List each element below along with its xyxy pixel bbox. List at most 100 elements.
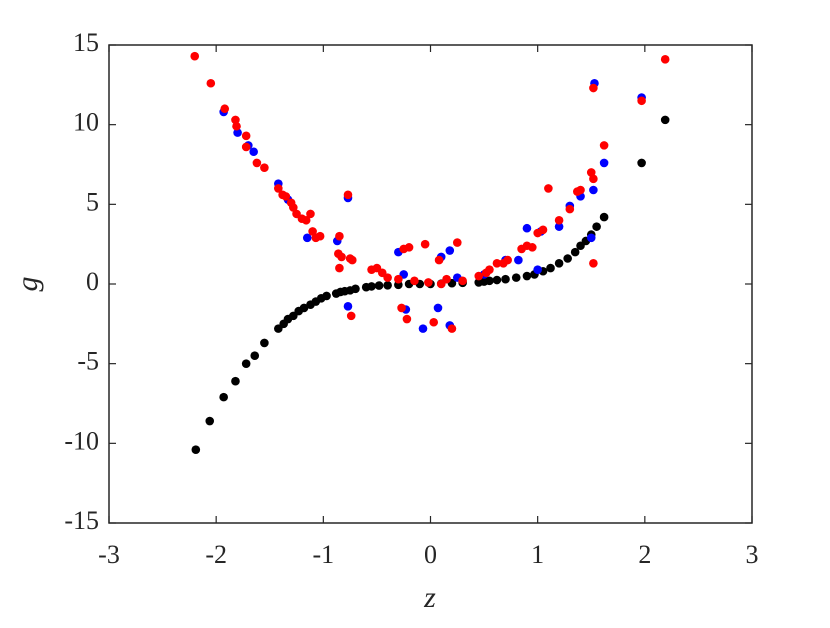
point <box>554 222 564 231</box>
point <box>533 265 542 274</box>
point <box>397 303 406 313</box>
point <box>299 303 309 313</box>
point <box>343 190 353 200</box>
point <box>528 243 537 252</box>
point <box>492 275 502 285</box>
point <box>538 225 548 235</box>
point <box>308 227 317 236</box>
y-tick-label: -15 <box>64 506 99 535</box>
point <box>592 222 601 231</box>
point <box>599 158 609 168</box>
point <box>434 255 444 265</box>
point <box>563 254 572 263</box>
point <box>492 258 502 268</box>
y-axis-label: g <box>11 277 44 292</box>
point <box>250 351 260 361</box>
point <box>599 212 609 222</box>
x-tick-label: 2 <box>638 540 651 569</box>
point <box>335 231 344 241</box>
point <box>565 204 575 214</box>
point <box>576 185 585 195</box>
point <box>458 276 467 286</box>
y-tick-label: 15 <box>73 28 99 57</box>
point <box>433 303 443 313</box>
point <box>301 215 311 225</box>
point <box>452 238 462 247</box>
point <box>402 314 412 324</box>
point <box>522 223 532 233</box>
point <box>485 265 494 274</box>
point <box>219 392 228 402</box>
point <box>404 243 414 252</box>
point <box>306 209 315 219</box>
point <box>429 317 439 327</box>
point <box>260 163 269 172</box>
point <box>637 158 646 168</box>
point <box>501 274 510 284</box>
point <box>335 263 344 273</box>
point <box>442 274 451 284</box>
point <box>420 239 430 249</box>
point <box>241 131 251 141</box>
point <box>249 147 258 157</box>
point <box>660 55 670 64</box>
point <box>260 338 269 348</box>
y-tick-label: 0 <box>86 267 99 296</box>
point <box>367 282 376 291</box>
point <box>485 276 494 286</box>
y-tick-label: -5 <box>77 347 99 376</box>
point <box>570 247 580 257</box>
point <box>190 51 200 61</box>
point <box>346 311 356 321</box>
point <box>424 278 433 287</box>
point <box>383 280 392 290</box>
point <box>322 291 331 301</box>
point <box>599 141 609 150</box>
point <box>514 255 523 265</box>
point <box>418 324 428 333</box>
point <box>589 258 598 268</box>
point <box>586 233 596 243</box>
point <box>374 281 384 290</box>
point <box>231 376 240 386</box>
point <box>232 121 241 131</box>
x-tick-label: 3 <box>746 540 759 569</box>
point <box>274 184 283 193</box>
point <box>241 359 251 368</box>
point <box>511 273 521 282</box>
point <box>589 83 598 93</box>
point <box>660 115 670 125</box>
y-tick-label: -10 <box>64 426 99 455</box>
point <box>589 174 598 184</box>
point <box>474 271 484 281</box>
x-tick-label: 0 <box>424 540 437 569</box>
point <box>522 271 532 281</box>
x-tick-label: 1 <box>531 540 544 569</box>
point <box>394 274 403 284</box>
y-tick-label: 10 <box>73 108 99 137</box>
point <box>343 302 353 311</box>
x-tick-label: -3 <box>98 540 120 569</box>
point <box>544 184 553 193</box>
x-tick-label: -1 <box>312 540 334 569</box>
point <box>410 276 419 286</box>
x-tick-label: -2 <box>205 540 227 569</box>
point <box>205 416 215 426</box>
point <box>447 324 457 333</box>
point <box>315 231 325 241</box>
point <box>302 233 312 243</box>
y-tick-label: 5 <box>86 187 99 216</box>
point <box>233 128 242 137</box>
point <box>503 255 512 265</box>
point <box>347 255 357 265</box>
point <box>637 96 646 106</box>
point <box>191 445 201 455</box>
point <box>554 215 564 225</box>
point <box>231 115 240 125</box>
point <box>289 203 298 212</box>
point <box>241 142 251 152</box>
point <box>383 273 392 282</box>
point <box>445 246 455 255</box>
point <box>220 104 230 114</box>
